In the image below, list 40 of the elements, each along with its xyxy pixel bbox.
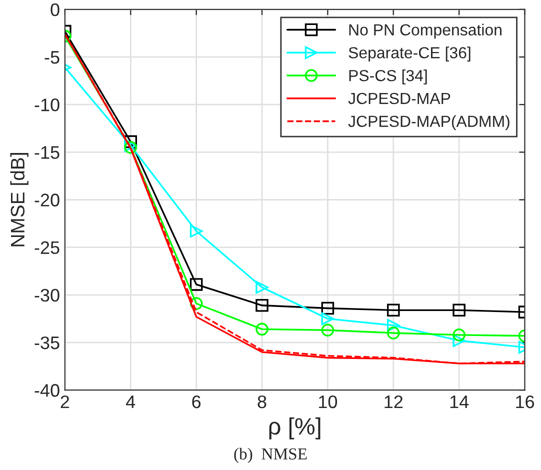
y-tick-label: -25 — [34, 241, 60, 254]
point — [452, 304, 466, 317]
x-tick-label: 12 — [384, 395, 403, 408]
point — [256, 280, 268, 294]
point — [190, 297, 203, 310]
legend-label: JCPESD-MAP — [348, 92, 450, 104]
x-tick-label: 16 — [516, 395, 534, 408]
x-tick-label: 4 — [126, 396, 136, 408]
y-tick-label: -40 — [34, 384, 60, 397]
point — [321, 302, 334, 315]
x-tick-label: 14 — [450, 396, 469, 408]
x-tick-label: 2 — [60, 395, 70, 408]
legend-label: JCPESD-MAP(ADMM) — [348, 115, 510, 130]
point — [386, 304, 400, 317]
y-tick-label: -15 — [34, 146, 60, 159]
y-tick-label: -5 — [44, 51, 60, 64]
point — [190, 224, 203, 238]
x-tick-label: 10 — [319, 395, 338, 408]
y-tick-label: -20 — [34, 194, 60, 206]
y-tick-label: -30 — [34, 288, 60, 302]
point — [256, 322, 268, 336]
x-tick-label: 6 — [192, 395, 201, 408]
point — [256, 299, 268, 312]
point — [321, 324, 334, 337]
point — [452, 334, 466, 347]
legend-label: Separate-CE [36] — [348, 46, 470, 62]
legend-label: No PN Compensation — [349, 24, 502, 39]
y-tick-label: 0 — [50, 3, 60, 16]
x-tick-label: 8 — [258, 395, 266, 408]
y-tick-label: -10 — [34, 98, 60, 112]
y-tick-label: -35 — [34, 336, 60, 350]
x-axis-title: ρ [%] — [269, 417, 320, 440]
point — [386, 326, 400, 340]
y-axis-title: NMSE [dB] — [10, 153, 28, 246]
point — [386, 318, 400, 332]
text: (b) NMSE — [234, 448, 307, 463]
legend-label: PS-CS [34] — [349, 70, 427, 84]
point — [452, 328, 466, 342]
point — [321, 312, 334, 326]
point — [190, 278, 203, 291]
